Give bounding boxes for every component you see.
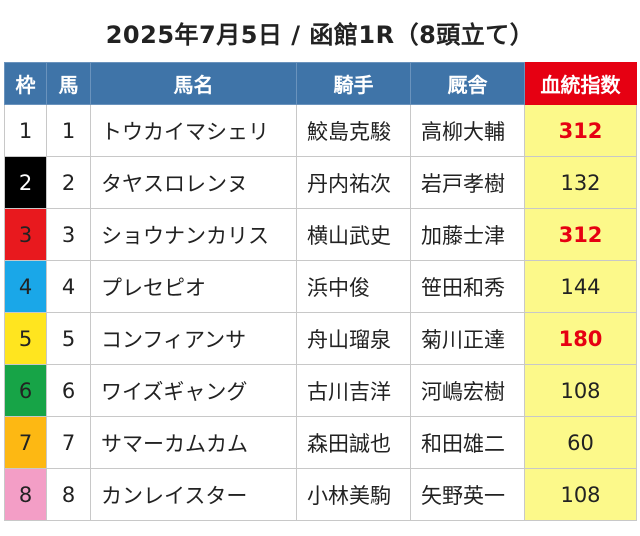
waku-cell: 5 — [4, 312, 47, 365]
horse-number: 6 — [46, 364, 91, 417]
trainer-name: 菊川正達 — [410, 312, 525, 365]
horse-number: 1 — [46, 104, 91, 157]
trainer-name: 笹田和秀 — [410, 260, 525, 313]
table-row: 1 1 トウカイマシェリ 鮫島克駿 高柳大輔 312 — [4, 104, 637, 157]
horse-name: コンフィアンサ — [90, 312, 297, 365]
bloodline-score: 60 — [524, 416, 637, 469]
jockey-name: 浜中俊 — [296, 260, 411, 313]
table-row: 7 7 サマーカムカム 森田誠也 和田雄二 60 — [4, 416, 637, 469]
table-row: 8 8 カンレイスター 小林美駒 矢野英一 108 — [4, 468, 637, 521]
trainer-name: 河嶋宏樹 — [410, 364, 525, 417]
header-jockey: 騎手 — [296, 62, 411, 105]
horse-number: 4 — [46, 260, 91, 313]
bloodline-score: 108 — [524, 364, 637, 417]
horse-name: プレセピオ — [90, 260, 297, 313]
trainer-name: 岩戸孝樹 — [410, 156, 525, 209]
jockey-name: 舟山瑠泉 — [296, 312, 411, 365]
table-row: 4 4 プレセピオ 浜中俊 笹田和秀 144 — [4, 260, 637, 313]
horse-number: 5 — [46, 312, 91, 365]
table-row: 5 5 コンフィアンサ 舟山瑠泉 菊川正達 180 — [4, 312, 637, 365]
waku-cell: 2 — [4, 156, 47, 209]
jockey-name: 丹内祐次 — [296, 156, 411, 209]
race-table: 枠 馬 馬名 騎手 厩舎 血統指数 1 1 トウカイマシェリ 鮫島克駿 高柳大輔… — [4, 62, 637, 521]
header-score: 血統指数 — [524, 62, 637, 105]
trainer-name: 矢野英一 — [410, 468, 525, 521]
jockey-name: 古川吉洋 — [296, 364, 411, 417]
trainer-name: 和田雄二 — [410, 416, 525, 469]
header-name: 馬名 — [90, 62, 297, 105]
horse-number: 8 — [46, 468, 91, 521]
page-title: 2025年7月5日 / 函館1R（8頭立て） — [105, 20, 535, 49]
jockey-name: 鮫島克駿 — [296, 104, 411, 157]
table-header-row: 枠 馬 馬名 騎手 厩舎 血統指数 — [4, 62, 637, 105]
jockey-name: 森田誠也 — [296, 416, 411, 469]
horse-number: 3 — [46, 208, 91, 261]
bloodline-score: 180 — [524, 312, 637, 365]
header-uma: 馬 — [46, 62, 91, 105]
horse-number: 2 — [46, 156, 91, 209]
waku-cell: 7 — [4, 416, 47, 469]
horse-name: サマーカムカム — [90, 416, 297, 469]
horse-name: ショウナンカリス — [90, 208, 297, 261]
table-row: 3 3 ショウナンカリス 横山武史 加藤士津 312 — [4, 208, 637, 261]
horse-name: トウカイマシェリ — [90, 104, 297, 157]
table-row: 6 6 ワイズギャング 古川吉洋 河嶋宏樹 108 — [4, 364, 637, 417]
jockey-name: 小林美駒 — [296, 468, 411, 521]
waku-cell: 4 — [4, 260, 47, 313]
bloodline-score: 108 — [524, 468, 637, 521]
horse-name: タヤスロレンヌ — [90, 156, 297, 209]
horse-name: カンレイスター — [90, 468, 297, 521]
waku-cell: 1 — [4, 104, 47, 157]
trainer-name: 加藤士津 — [410, 208, 525, 261]
table-row: 2 2 タヤスロレンヌ 丹内祐次 岩戸孝樹 132 — [4, 156, 637, 209]
jockey-name: 横山武史 — [296, 208, 411, 261]
header-waku: 枠 — [4, 62, 47, 105]
waku-cell: 8 — [4, 468, 47, 521]
waku-cell: 3 — [4, 208, 47, 261]
bloodline-score: 312 — [524, 208, 637, 261]
trainer-name: 高柳大輔 — [410, 104, 525, 157]
header-trainer: 厩舎 — [410, 62, 525, 105]
horse-number: 7 — [46, 416, 91, 469]
bloodline-score: 144 — [524, 260, 637, 313]
bloodline-score: 312 — [524, 104, 637, 157]
waku-cell: 6 — [4, 364, 47, 417]
bloodline-score: 132 — [524, 156, 637, 209]
horse-name: ワイズギャング — [90, 364, 297, 417]
